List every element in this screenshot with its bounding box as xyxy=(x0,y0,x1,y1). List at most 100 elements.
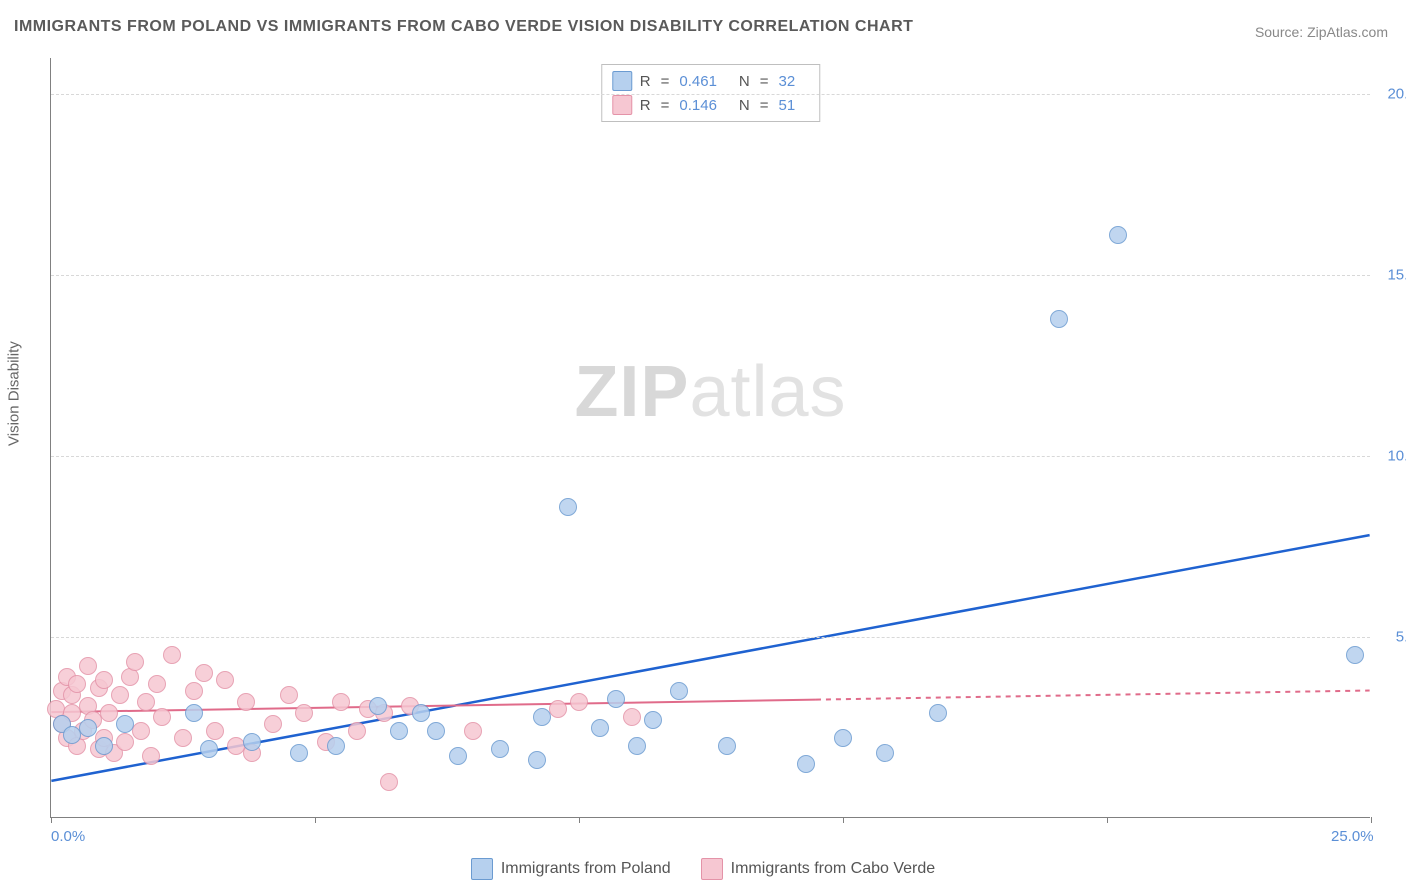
data-point-cabo_verde xyxy=(95,671,113,689)
data-point-poland xyxy=(718,737,736,755)
data-point-cabo_verde xyxy=(126,653,144,671)
data-point-cabo_verde xyxy=(163,646,181,664)
data-point-cabo_verde xyxy=(549,700,567,718)
plot-area: ZIPatlas R = 0.461 N = 32 R = 0.146 N = … xyxy=(50,58,1370,818)
data-point-cabo_verde xyxy=(195,664,213,682)
data-point-cabo_verde xyxy=(570,693,588,711)
source-attribution: Source: ZipAtlas.com xyxy=(1255,24,1388,40)
data-point-poland xyxy=(797,755,815,773)
data-point-poland xyxy=(116,715,134,733)
data-point-cabo_verde xyxy=(148,675,166,693)
y-axis-label: Vision Disability xyxy=(6,341,23,446)
swatch-cabo-verde xyxy=(701,858,723,880)
eq-sign: = xyxy=(661,97,670,114)
data-point-poland xyxy=(644,711,662,729)
data-point-cabo_verde xyxy=(295,704,313,722)
grid-line xyxy=(51,94,1370,95)
swatch-cabo-verde xyxy=(612,95,632,115)
data-point-poland xyxy=(290,744,308,762)
grid-line xyxy=(51,275,1370,276)
legend-row-poland: R = 0.461 N = 32 xyxy=(612,69,809,93)
data-point-cabo_verde xyxy=(206,722,224,740)
data-point-poland xyxy=(95,737,113,755)
correlation-legend: R = 0.461 N = 32 R = 0.146 N = 51 xyxy=(601,64,820,122)
data-point-poland xyxy=(876,744,894,762)
x-tick-mark xyxy=(579,817,580,823)
chart-container: IMMIGRANTS FROM POLAND VS IMMIGRANTS FRO… xyxy=(0,0,1406,892)
data-point-cabo_verde xyxy=(111,686,129,704)
data-point-cabo_verde xyxy=(348,722,366,740)
data-point-poland xyxy=(491,740,509,758)
data-point-poland xyxy=(1109,226,1127,244)
y-tick-label: 5.0% xyxy=(1375,629,1406,646)
data-point-cabo_verde xyxy=(142,747,160,765)
y-tick-label: 15.0% xyxy=(1375,267,1406,284)
data-point-poland xyxy=(200,740,218,758)
data-point-poland xyxy=(591,719,609,737)
data-point-cabo_verde xyxy=(116,733,134,751)
data-point-cabo_verde xyxy=(100,704,118,722)
legend-row-cabo-verde: R = 0.146 N = 51 xyxy=(612,93,809,117)
data-point-cabo_verde xyxy=(68,675,86,693)
watermark-atlas: atlas xyxy=(689,352,846,432)
data-point-cabo_verde xyxy=(464,722,482,740)
data-point-cabo_verde xyxy=(380,773,398,791)
data-point-poland xyxy=(412,704,430,722)
data-point-cabo_verde xyxy=(332,693,350,711)
data-point-poland xyxy=(1346,646,1364,664)
data-point-cabo_verde xyxy=(153,708,171,726)
x-tick-mark xyxy=(843,817,844,823)
y-tick-label: 20.0% xyxy=(1375,86,1406,103)
data-point-cabo_verde xyxy=(237,693,255,711)
x-tick-label: 25.0% xyxy=(1331,828,1374,845)
source-link[interactable]: ZipAtlas.com xyxy=(1307,24,1388,40)
n-value-cabo-verde: 51 xyxy=(779,97,796,114)
x-tick-mark xyxy=(1371,817,1372,823)
data-point-poland xyxy=(929,704,947,722)
data-point-poland xyxy=(449,747,467,765)
data-point-poland xyxy=(670,682,688,700)
x-tick-mark xyxy=(51,817,52,823)
eq-sign: = xyxy=(661,73,670,90)
data-point-poland xyxy=(559,498,577,516)
x-tick-mark xyxy=(315,817,316,823)
series-label-poland: Immigrants from Poland xyxy=(501,860,671,878)
series-label-cabo-verde: Immigrants from Cabo Verde xyxy=(731,860,936,878)
data-point-cabo_verde xyxy=(185,682,203,700)
data-point-poland xyxy=(369,697,387,715)
data-point-cabo_verde xyxy=(264,715,282,733)
legend-item-poland: Immigrants from Poland xyxy=(471,858,671,880)
data-point-poland xyxy=(628,737,646,755)
chart-title: IMMIGRANTS FROM POLAND VS IMMIGRANTS FRO… xyxy=(14,18,913,36)
data-point-poland xyxy=(185,704,203,722)
data-point-cabo_verde xyxy=(79,657,97,675)
r-value-cabo-verde: 0.146 xyxy=(679,97,717,114)
swatch-poland xyxy=(612,71,632,91)
r-value-poland: 0.461 xyxy=(679,73,717,90)
data-point-poland xyxy=(243,733,261,751)
data-point-cabo_verde xyxy=(132,722,150,740)
label-r: R xyxy=(640,73,651,90)
eq-sign: = xyxy=(760,97,769,114)
data-point-poland xyxy=(427,722,445,740)
data-point-poland xyxy=(390,722,408,740)
y-tick-label: 10.0% xyxy=(1375,448,1406,465)
x-tick-mark xyxy=(1107,817,1108,823)
label-r: R xyxy=(640,97,651,114)
grid-line xyxy=(51,637,1370,638)
x-tick-label: 0.0% xyxy=(51,828,85,845)
data-point-cabo_verde xyxy=(280,686,298,704)
label-n: N xyxy=(739,97,750,114)
data-point-cabo_verde xyxy=(137,693,155,711)
data-point-poland xyxy=(834,729,852,747)
trend-line-cabo_verde-dashed xyxy=(816,691,1370,700)
eq-sign: = xyxy=(760,73,769,90)
data-point-poland xyxy=(607,690,625,708)
data-point-poland xyxy=(327,737,345,755)
data-point-poland xyxy=(79,719,97,737)
series-legend: Immigrants from Poland Immigrants from C… xyxy=(0,858,1406,880)
data-point-poland xyxy=(1050,310,1068,328)
data-point-cabo_verde xyxy=(623,708,641,726)
swatch-poland xyxy=(471,858,493,880)
data-point-cabo_verde xyxy=(216,671,234,689)
